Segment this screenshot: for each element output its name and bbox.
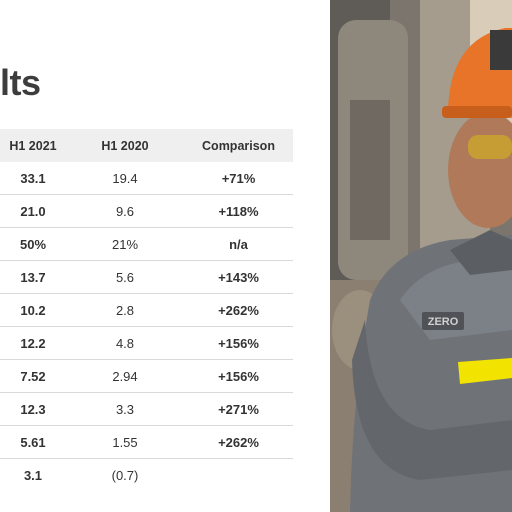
cell-comparison: n/a xyxy=(229,236,248,252)
cell-h1-2021: 13.7 xyxy=(20,269,46,285)
cell-h1-2020: 1.55 xyxy=(112,434,138,450)
table-row: 7.52 2.94 +156% xyxy=(0,360,293,393)
table-row: 10.2 2.8 +262% xyxy=(0,294,293,327)
cell-h1-2020: 2.8 xyxy=(115,302,135,318)
cell-comparison: +71% xyxy=(221,170,256,186)
worker-photo: ZERO xyxy=(330,0,512,512)
cell-comparison: +156% xyxy=(218,335,259,351)
cell-h1-2020: 2.94 xyxy=(112,368,138,384)
table-row: 12.2 4.8 +156% xyxy=(0,327,293,360)
table-row: 50% 21% n/a xyxy=(0,228,293,261)
table-row: 5.61 1.55 +262% xyxy=(0,426,293,459)
table-row: 3.1 (0.7) xyxy=(0,459,293,492)
table-row: 12.3 3.3 +271% xyxy=(0,393,293,426)
cell-comparison: +262% xyxy=(218,434,259,450)
cell-comparison: +262% xyxy=(218,302,259,318)
cell-h1-2020: 3.3 xyxy=(115,401,135,417)
worker-photo-illustration: ZERO xyxy=(330,0,512,512)
table-row: 21.0 9.6 +118% xyxy=(0,195,293,228)
cell-comparison: +118% xyxy=(218,203,259,219)
cell-h1-2020: 19.4 xyxy=(112,170,138,186)
cell-h1-2020: (0.7) xyxy=(111,468,139,483)
cell-h1-2021: 21.0 xyxy=(20,203,46,219)
cell-comparison: +156% xyxy=(218,368,259,384)
cell-h1-2021: 12.3 xyxy=(20,401,46,417)
results-table: H1 2021 H1 2020 Comparison 33.1 19.4 +71… xyxy=(0,129,293,492)
cell-comparison: +143% xyxy=(218,269,259,285)
cell-h1-2021: 50% xyxy=(19,236,47,252)
column-header-h1-2021: H1 2021 xyxy=(9,138,57,153)
cell-h1-2021: 12.2 xyxy=(20,335,46,351)
column-header-comparison: Comparison xyxy=(202,138,275,153)
cell-h1-2021: 33.1 xyxy=(20,170,46,186)
table-row: 33.1 19.4 +71% xyxy=(0,162,293,195)
cell-h1-2020: 4.8 xyxy=(115,335,135,351)
cell-h1-2021: 5.61 xyxy=(20,434,46,450)
table-header: H1 2021 H1 2020 Comparison xyxy=(0,129,293,162)
cell-h1-2020: 9.6 xyxy=(115,203,135,219)
column-header-h1-2020: H1 2020 xyxy=(101,138,149,153)
page-title: lts xyxy=(0,62,41,103)
cell-comparison: +271% xyxy=(218,401,259,417)
cell-h1-2021: 10.2 xyxy=(20,302,46,318)
cell-h1-2021: 3.1 xyxy=(23,468,43,483)
cell-h1-2020: 21% xyxy=(111,236,139,252)
cell-h1-2020: 5.6 xyxy=(115,269,135,285)
jacket-logo-text: ZERO xyxy=(428,316,459,328)
table-row: 13.7 5.6 +143% xyxy=(0,261,293,294)
cell-h1-2021: 7.52 xyxy=(20,368,46,384)
